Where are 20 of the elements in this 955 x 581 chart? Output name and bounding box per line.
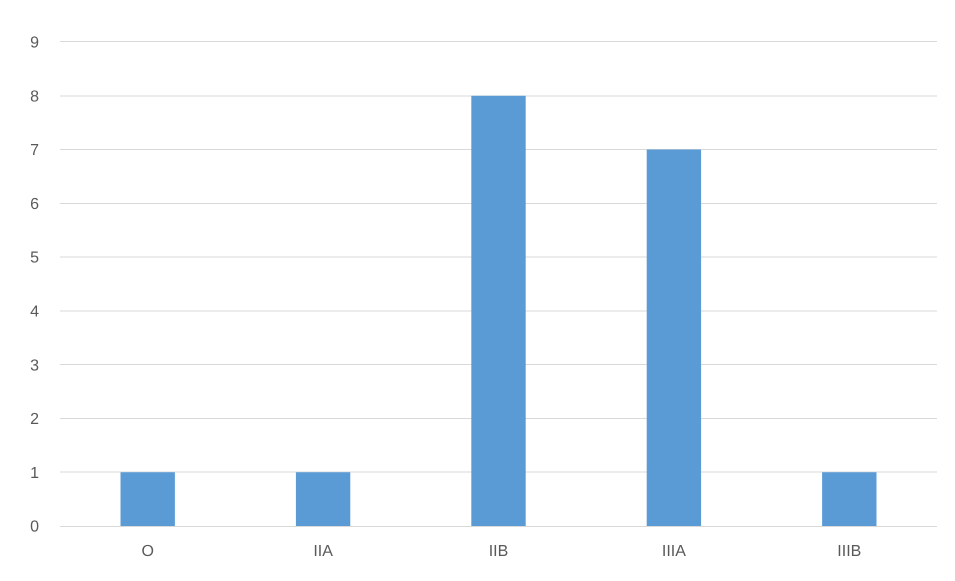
bar bbox=[296, 472, 350, 526]
bar bbox=[822, 472, 876, 526]
bar bbox=[120, 472, 175, 526]
x-tick-label: IIB bbox=[488, 543, 508, 560]
bar bbox=[646, 150, 702, 526]
x-tick-label: O bbox=[141, 543, 154, 560]
y-tick-label: 8 bbox=[30, 88, 40, 106]
x-tick-label: IIA bbox=[313, 543, 334, 560]
y-tick-label: 9 bbox=[30, 34, 40, 52]
y-tick-label: 2 bbox=[30, 411, 40, 428]
y-tick-label: 6 bbox=[30, 196, 40, 213]
y-tick-label: 3 bbox=[30, 357, 40, 374]
y-tick-label: 0 bbox=[30, 518, 40, 536]
bar bbox=[471, 96, 526, 526]
x-tick-label: IIIA bbox=[662, 543, 686, 560]
y-tick-label: 1 bbox=[30, 464, 40, 482]
y-tick-label: 4 bbox=[30, 303, 40, 320]
x-tick-label: IIIB bbox=[837, 543, 862, 560]
y-tick-label: 5 bbox=[30, 250, 40, 267]
y-tick-label: 7 bbox=[30, 142, 40, 160]
